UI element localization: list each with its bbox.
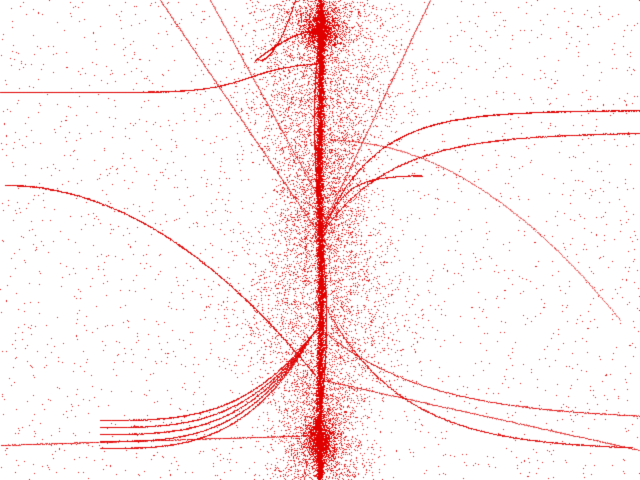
dot-field-plot (0, 0, 640, 480)
